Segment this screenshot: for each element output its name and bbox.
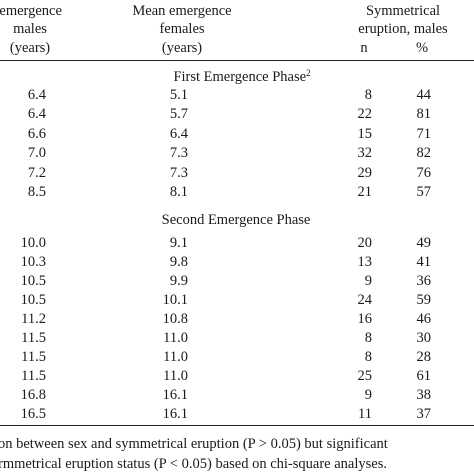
- cell-females-age: 7.3: [169, 164, 188, 181]
- cell-percent: 49: [416, 235, 432, 251]
- header-females-line3: (years): [161, 40, 203, 56]
- cell-percent: 41: [416, 254, 432, 270]
- cell-males-age: 11.5: [21, 330, 46, 346]
- cell-females-age: 10.1: [162, 292, 188, 308]
- cell-count: 16: [357, 311, 373, 327]
- cell-males-age: 6.4: [27, 87, 46, 103]
- cell-females-age: 11.0: [163, 349, 188, 365]
- cell-percent: 81: [416, 106, 432, 123]
- cell-females-age: 6.4: [169, 125, 188, 142]
- cell-count: 8: [364, 330, 372, 346]
- header-males-line3: (years): [9, 40, 51, 56]
- cell-count: 24: [357, 292, 373, 308]
- cell-percent: 61: [416, 368, 432, 384]
- cell-males-age: 7.0: [27, 145, 46, 162]
- cell-females-age: 7.3: [169, 145, 188, 162]
- cell-males-age: 11.2: [21, 311, 46, 327]
- cell-males-age: 10.0: [20, 235, 46, 251]
- phase1-title-sup: 2: [306, 68, 311, 78]
- cell-percent: 37: [416, 406, 432, 422]
- cell-males-age: 8.5: [27, 184, 46, 200]
- cell-males-age: 10.5: [20, 292, 46, 308]
- cell-count: 25: [357, 368, 373, 384]
- header-symmetrical-line1: Symmetrical: [365, 3, 441, 19]
- cell-percent: 57: [416, 184, 432, 200]
- cell-percent: 82: [416, 145, 432, 162]
- cell-count: 13: [357, 254, 373, 270]
- cell-count: 9: [364, 387, 372, 403]
- cell-count: 8: [364, 87, 372, 103]
- cell-males-age: 7.2: [27, 164, 46, 181]
- footnote-line2: rmmetrical eruption status (P < 0.05) ba…: [0, 456, 387, 472]
- cell-females-age: 16.1: [162, 387, 188, 403]
- cell-count: 11: [358, 406, 372, 422]
- cell-count: 29: [357, 164, 373, 181]
- cell-males-age: 11.5: [21, 349, 46, 365]
- cell-percent: 36: [416, 273, 432, 289]
- cell-males-age: 11.5: [21, 368, 46, 384]
- cell-percent: 28: [416, 349, 432, 365]
- cell-percent: 44: [416, 87, 432, 103]
- header-males-line2: males: [13, 21, 47, 37]
- cell-percent: 59: [416, 292, 432, 308]
- cell-females-age: 9.9: [169, 273, 188, 289]
- cell-count: 32: [357, 145, 373, 162]
- cell-females-age: 8.1: [169, 184, 188, 200]
- cell-count: 15: [357, 125, 373, 142]
- cell-count: 20: [357, 235, 373, 251]
- table-bottom-rule: [0, 425, 474, 426]
- cell-percent: 46: [416, 311, 432, 327]
- cell-males-age: 16.8: [20, 387, 46, 403]
- header-males-line1: an emergence: [0, 3, 62, 19]
- cell-females-age: 11.0: [163, 368, 188, 384]
- cell-females-age: 16.1: [162, 406, 188, 422]
- cell-males-age: 10.5: [20, 273, 46, 289]
- cell-females-age: 5.7: [169, 106, 188, 123]
- cell-count: 8: [364, 349, 372, 365]
- header-rule: [0, 60, 474, 61]
- cell-females-age: 10.8: [162, 311, 188, 327]
- phase1-title: First Emergence Phase2: [173, 68, 311, 85]
- cell-males-age: 16.5: [20, 406, 46, 422]
- cell-percent: 30: [416, 330, 432, 346]
- cell-percent: 71: [416, 125, 432, 142]
- cell-males-age: 10.3: [20, 254, 46, 270]
- cell-females-age: 5.1: [169, 87, 188, 103]
- header-symmetrical-line2: eruption, males: [358, 21, 448, 37]
- cell-count: 21: [357, 184, 373, 200]
- cell-percent: 38: [416, 387, 432, 403]
- header-percent: %: [415, 40, 429, 56]
- cell-females-age: 9.1: [169, 235, 188, 251]
- footnote-line1: on between sex and symmetrical eruption …: [0, 436, 388, 452]
- cell-males-age: 6.6: [27, 125, 46, 142]
- cell-count: 9: [364, 273, 372, 289]
- cell-count: 22: [357, 106, 373, 123]
- header-females-line2: females: [159, 21, 205, 37]
- phase2-title: Second Emergence Phase: [161, 212, 311, 228]
- header-n: n: [360, 40, 368, 56]
- header-females-line1: Mean emergence: [132, 3, 232, 19]
- cell-females-age: 11.0: [163, 330, 188, 346]
- cell-females-age: 9.8: [169, 254, 188, 270]
- cell-males-age: 6.4: [27, 106, 46, 123]
- phase1-title-text: First Emergence Phase: [173, 69, 307, 85]
- cell-percent: 76: [416, 164, 432, 181]
